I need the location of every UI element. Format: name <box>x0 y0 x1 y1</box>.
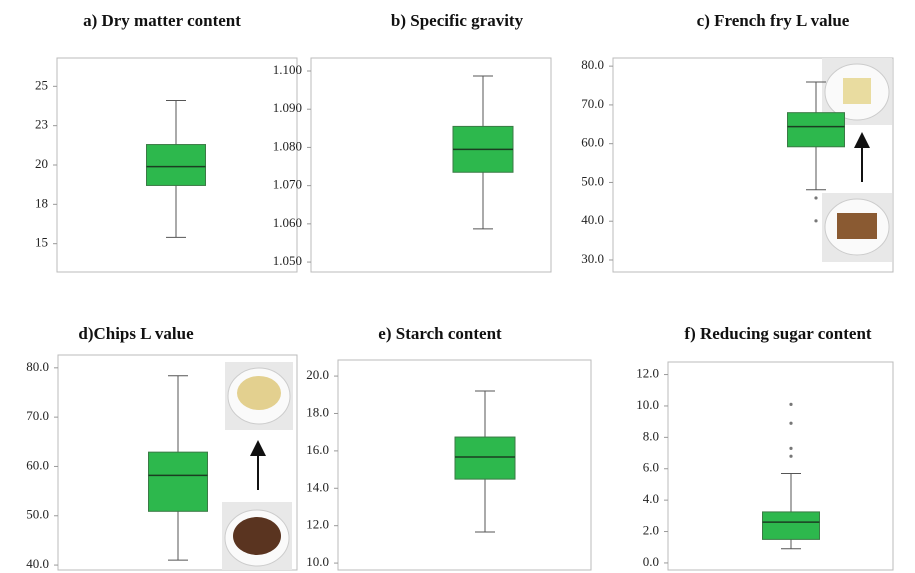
y-tick-label: 12.0 <box>306 517 329 532</box>
y-tick-label: 50.0 <box>26 507 49 522</box>
y-tick-label: 20 <box>35 156 48 171</box>
y-tick-label: 80.0 <box>26 359 49 374</box>
y-tick-label: 60.0 <box>581 135 604 150</box>
outlier <box>789 447 792 450</box>
y-tick-label: 4.0 <box>643 491 659 506</box>
box <box>149 452 208 511</box>
y-tick-label: 15 <box>35 235 48 250</box>
y-tick-label: 6.0 <box>643 460 659 475</box>
chart-title: f) Reducing sugar content <box>684 324 871 343</box>
y-tick-label: 50.0 <box>581 173 604 188</box>
y-tick-label: 40.0 <box>26 556 49 571</box>
photo-chips-cooked <box>225 362 293 430</box>
outlier <box>789 403 792 406</box>
photo-chips-fried <box>222 502 292 570</box>
chart-title: d)Chips L value <box>78 324 194 343</box>
chart-title: a) Dry matter content <box>83 11 241 30</box>
y-tick-label: 1.060 <box>273 215 302 230</box>
box <box>788 113 845 147</box>
y-tick-label: 10.0 <box>636 397 659 412</box>
box <box>763 512 820 539</box>
outlier <box>789 422 792 425</box>
y-tick-label: 40.0 <box>581 212 604 227</box>
y-tick-label: 30.0 <box>581 251 604 266</box>
y-tick-label: 8.0 <box>643 428 659 443</box>
y-tick-label: 80.0 <box>581 57 604 72</box>
y-tick-label: 25 <box>35 77 48 92</box>
y-tick-label: 1.080 <box>273 138 302 153</box>
outlier <box>814 219 817 222</box>
y-tick-label: 14.0 <box>306 479 329 494</box>
y-tick-label: 20.0 <box>306 367 329 382</box>
chart: a) Dry matter content 15 18 20 23 25 b) Specif… <box>0 0 915 573</box>
y-tick-label: 1.050 <box>273 253 302 268</box>
y-tick-label: 1.100 <box>273 62 302 77</box>
plot-area <box>311 58 551 272</box>
outlier <box>814 196 817 199</box>
photo-fries-fried <box>822 193 892 262</box>
chart-title: e) Starch content <box>378 324 502 343</box>
y-tick-label: 70.0 <box>581 96 604 111</box>
y-tick-label: 18 <box>35 195 48 210</box>
y-tick-label: 12.0 <box>636 366 659 381</box>
y-tick-label: 18.0 <box>306 404 329 419</box>
y-tick-label: 70.0 <box>26 408 49 423</box>
y-tick-label: 60.0 <box>26 457 49 472</box>
chart-title: b) Specific gravity <box>391 11 524 30</box>
y-tick-label: 2.0 <box>643 523 659 538</box>
y-tick-label: 10.0 <box>306 554 329 569</box>
box <box>147 145 206 186</box>
y-tick-label: 16.0 <box>306 442 329 457</box>
y-tick-label: 1.070 <box>273 177 302 192</box>
y-tick-label: 1.090 <box>273 100 302 115</box>
outlier <box>789 455 792 458</box>
y-tick-label: 23 <box>35 117 48 132</box>
chart-title: c) French fry L value <box>697 11 850 30</box>
y-tick-label: 0.0 <box>643 554 659 569</box>
box <box>455 437 515 479</box>
